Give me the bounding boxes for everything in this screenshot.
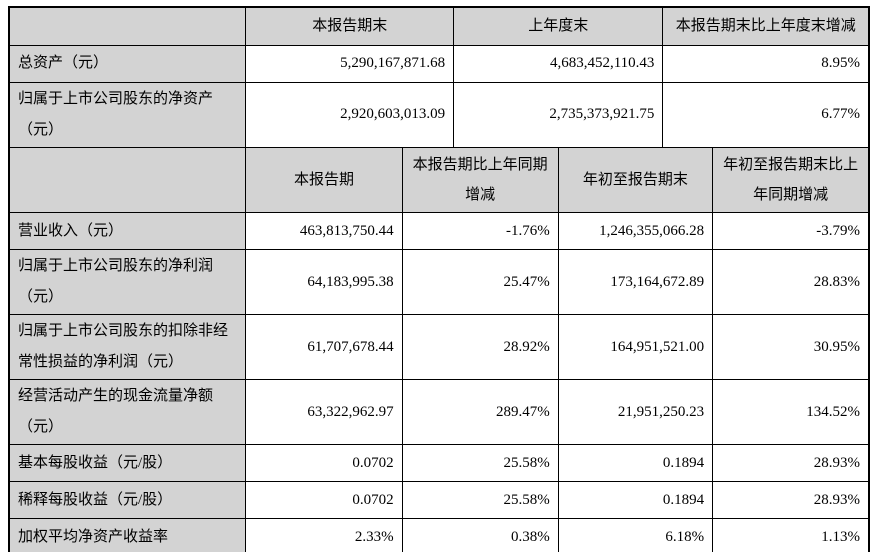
header-cell: 本报告期末 — [245, 8, 455, 46]
table-row: 经营活动产生的现金流量净额（元） 63,322,962.97 289.47% 21,9… — [10, 379, 868, 445]
value-cell: 463,813,750.44 — [245, 212, 403, 250]
header-empty-cell — [10, 147, 247, 213]
value-cell: 28.83% — [712, 249, 868, 315]
value-cell: 6.18% — [558, 518, 714, 552]
value-cell: 1,246,355,066.28 — [558, 212, 714, 250]
value-cell: 28.92% — [402, 314, 559, 380]
key-financials-table: 本报告期末 上年度末 本报告期末比上年度末增减 总资产（元） 5,290,167,87… — [8, 6, 870, 552]
value-cell: 0.1894 — [558, 444, 714, 482]
header-cell: 年初至报告期末 — [558, 147, 714, 213]
header-cell: 本报告期比上年同期增减 — [402, 147, 559, 213]
value-cell: 2,735,373,921.75 — [453, 82, 664, 148]
reporting-period-header: 本报告期 本报告期比上年同期增减 年初至报告期末 年初至报告期末比上年同期增减 — [10, 147, 868, 213]
value-cell: 0.38% — [402, 518, 559, 552]
table-header-row: 本报告期 本报告期比上年同期增减 年初至报告期末 年初至报告期末比上年同期增减 — [10, 147, 868, 213]
value-cell: 2,920,603,013.09 — [245, 82, 455, 148]
row-label-cell: 归属于上市公司股东的净利润（元） — [10, 249, 247, 315]
value-cell: -3.79% — [712, 212, 868, 250]
row-label-cell: 基本每股收益（元/股） — [10, 444, 247, 482]
header-cell: 年初至报告期末比上年同期增减 — [712, 147, 868, 213]
period-end-section-table: 本报告期末 上年度末 本报告期末比上年度末增减 总资产（元） 5,290,167,87… — [10, 8, 868, 148]
value-cell: 289.47% — [402, 379, 559, 445]
value-cell: 64,183,995.38 — [245, 249, 403, 315]
table-row: 基本每股收益（元/股） 0.0702 25.58% 0.1894 28.93% — [10, 444, 868, 482]
table-header-row: 本报告期末 上年度末 本报告期末比上年度末增减 — [10, 8, 868, 46]
value-cell: 0.1894 — [558, 481, 714, 519]
value-cell: 6.77% — [662, 82, 868, 148]
value-cell: 0.0702 — [245, 444, 403, 482]
reporting-period-body: 营业收入（元） 463,813,750.44 -1.76% 1,246,355,066… — [10, 212, 868, 552]
value-cell: 0.0702 — [245, 481, 403, 519]
value-cell: 28.93% — [712, 481, 868, 519]
reporting-period-section-table: 本报告期 本报告期比上年同期增减 年初至报告期末 年初至报告期末比上年同期增减 营业收… — [10, 147, 868, 552]
value-cell: 25.47% — [402, 249, 559, 315]
period-end-header: 本报告期末 上年度末 本报告期末比上年度末增减 — [10, 8, 868, 46]
table-row: 稀释每股收益（元/股） 0.0702 25.58% 0.1894 28.93% — [10, 481, 868, 519]
value-cell: 4,683,452,110.43 — [453, 45, 664, 83]
value-cell: 25.58% — [402, 444, 559, 482]
value-cell: 5,290,167,871.68 — [245, 45, 455, 83]
row-label-cell: 归属于上市公司股东的净资产（元） — [10, 82, 247, 148]
period-end-body: 总资产（元） 5,290,167,871.68 4,683,452,110.43 8.… — [10, 45, 868, 148]
value-cell: 30.95% — [712, 314, 868, 380]
value-cell: 2.33% — [245, 518, 403, 552]
row-label-cell: 营业收入（元） — [10, 212, 247, 250]
table-row: 归属于上市公司股东的扣除非经常性损益的净利润（元） 61,707,678.44 28… — [10, 314, 868, 380]
row-label-cell: 归属于上市公司股东的扣除非经常性损益的净利润（元） — [10, 314, 247, 380]
value-cell: 25.58% — [402, 481, 559, 519]
header-empty-cell — [10, 8, 247, 46]
value-cell: 173,164,672.89 — [558, 249, 714, 315]
header-cell: 上年度末 — [453, 8, 664, 46]
value-cell: -1.76% — [402, 212, 559, 250]
table-row: 总资产（元） 5,290,167,871.68 4,683,452,110.43 8.… — [10, 45, 868, 83]
table-row: 营业收入（元） 463,813,750.44 -1.76% 1,246,355,066… — [10, 212, 868, 250]
value-cell: 63,322,962.97 — [245, 379, 403, 445]
value-cell: 164,951,521.00 — [558, 314, 714, 380]
row-label-cell: 加权平均净资产收益率 — [10, 518, 247, 552]
row-label-cell: 总资产（元） — [10, 45, 247, 83]
header-cell: 本报告期末比上年度末增减 — [662, 8, 868, 46]
row-label-cell: 经营活动产生的现金流量净额（元） — [10, 379, 247, 445]
value-cell: 1.13% — [712, 518, 868, 552]
row-label-cell: 稀释每股收益（元/股） — [10, 481, 247, 519]
table-row: 归属于上市公司股东的净利润（元） 64,183,995.38 25.47% 173,1… — [10, 249, 868, 315]
value-cell: 134.52% — [712, 379, 868, 445]
table-row: 归属于上市公司股东的净资产（元） 2,920,603,013.09 2,735,37… — [10, 82, 868, 148]
value-cell: 28.93% — [712, 444, 868, 482]
value-cell: 61,707,678.44 — [245, 314, 403, 380]
table-row: 加权平均净资产收益率 2.33% 0.38% 6.18% 1.13% — [10, 518, 868, 552]
value-cell: 21,951,250.23 — [558, 379, 714, 445]
header-cell: 本报告期 — [245, 147, 403, 213]
value-cell: 8.95% — [662, 45, 868, 83]
